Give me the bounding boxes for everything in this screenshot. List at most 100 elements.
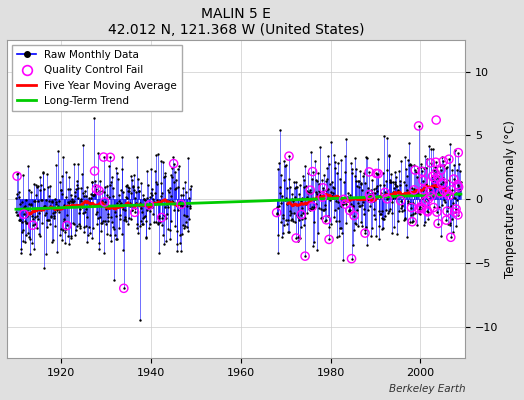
Point <box>161 238 170 244</box>
Point <box>156 198 165 204</box>
Point <box>12 209 20 216</box>
Point <box>168 198 176 204</box>
Point <box>322 187 330 193</box>
Point <box>28 212 36 219</box>
Point <box>139 196 148 202</box>
Point <box>424 196 433 203</box>
Point <box>293 212 301 218</box>
Point <box>352 220 361 227</box>
Point <box>400 178 408 185</box>
Point <box>370 189 379 196</box>
Point <box>171 169 179 176</box>
Point <box>425 204 434 210</box>
Point <box>110 204 118 210</box>
Point <box>135 317 144 323</box>
Point <box>114 225 123 232</box>
Point <box>128 207 136 214</box>
Point <box>432 159 440 166</box>
Point <box>394 188 402 195</box>
Point <box>381 213 389 220</box>
Point <box>155 215 163 221</box>
Point <box>408 218 417 224</box>
Point <box>60 240 69 246</box>
Point <box>418 206 426 212</box>
Point <box>334 205 343 211</box>
Point <box>351 220 359 226</box>
Point <box>137 205 146 212</box>
Point <box>405 140 413 146</box>
Point <box>333 160 342 166</box>
Point <box>51 196 59 202</box>
Point <box>96 178 104 184</box>
Point <box>417 164 425 170</box>
Point <box>166 236 174 242</box>
Point <box>381 178 390 184</box>
Point <box>166 227 174 233</box>
Point <box>174 199 183 205</box>
Point <box>357 201 366 208</box>
Point <box>377 208 386 214</box>
Point <box>111 208 119 215</box>
Point <box>398 202 406 209</box>
Point <box>352 178 360 184</box>
Point <box>439 158 447 164</box>
Point <box>64 199 72 206</box>
Point <box>433 209 441 215</box>
Point <box>355 184 364 190</box>
Point <box>411 167 419 173</box>
Point <box>325 236 333 243</box>
Point <box>361 180 369 187</box>
Point <box>374 170 383 177</box>
Point <box>148 192 156 199</box>
Point <box>92 186 101 192</box>
Point <box>277 171 285 178</box>
Point <box>72 226 80 233</box>
Point <box>81 193 90 199</box>
Point <box>308 204 316 210</box>
Point <box>100 250 108 256</box>
Point <box>31 191 40 198</box>
Point <box>123 184 132 190</box>
Point <box>39 169 48 176</box>
Point <box>20 204 28 211</box>
Point <box>380 133 388 140</box>
Point <box>102 206 111 212</box>
Point <box>143 194 151 201</box>
Point <box>287 210 295 217</box>
Point <box>56 178 64 185</box>
Point <box>39 265 48 272</box>
Point <box>416 204 424 210</box>
Point <box>152 219 160 225</box>
Point <box>327 221 335 228</box>
Point <box>341 201 350 208</box>
Point <box>423 209 432 215</box>
Point <box>91 177 99 184</box>
Point <box>79 210 87 216</box>
Point <box>418 168 427 174</box>
Point <box>69 220 77 226</box>
Point <box>365 192 374 198</box>
Point <box>299 177 308 184</box>
Point <box>48 198 56 204</box>
Point <box>184 199 193 206</box>
Point <box>358 223 367 229</box>
Point <box>431 170 440 176</box>
Point <box>136 200 145 206</box>
Point <box>56 231 64 238</box>
Point <box>309 243 318 249</box>
Point <box>389 179 397 185</box>
Point <box>339 201 347 208</box>
Point <box>278 214 287 221</box>
Point <box>453 182 462 188</box>
Point <box>83 184 92 190</box>
Point <box>45 193 53 200</box>
Point <box>311 196 319 202</box>
Point <box>176 202 184 208</box>
Point <box>316 206 325 213</box>
Point <box>119 285 128 292</box>
Point <box>283 217 292 223</box>
Point <box>55 205 63 212</box>
Point <box>58 237 66 243</box>
Point <box>375 193 384 200</box>
Point <box>310 219 318 226</box>
